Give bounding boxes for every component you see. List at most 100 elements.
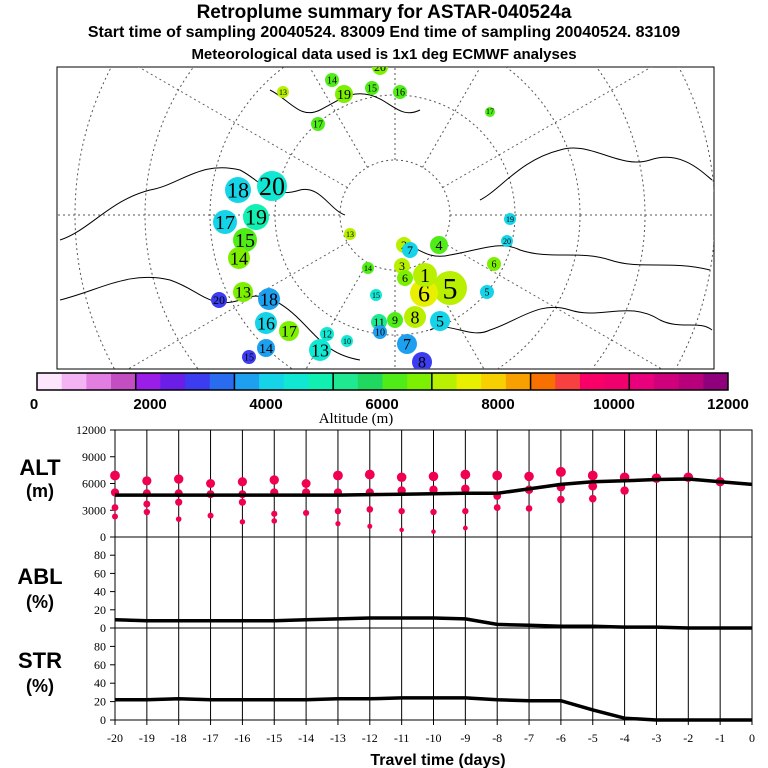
colorbar-tick-label: 2000 <box>133 396 166 413</box>
plume-marker-label: 17 <box>215 212 235 234</box>
plume-marker: 4 <box>430 236 448 254</box>
x-tick-label: -14 <box>298 731 314 745</box>
colorbar-swatch <box>283 373 309 390</box>
plume-marker: 17 <box>213 210 237 234</box>
x-tick-label: 0 <box>749 731 755 745</box>
sampling-times: Start time of sampling 20040524. 83009 E… <box>87 24 681 41</box>
colorbar-swatch <box>382 373 408 390</box>
scatter-point <box>587 470 598 481</box>
abl-series-line <box>114 616 752 630</box>
plume-marker-label: 7 <box>407 243 413 257</box>
y-tick-label: 20 <box>94 695 106 709</box>
colorbar-swatch <box>135 373 161 390</box>
plume-marker: 6 <box>487 257 501 271</box>
plume-marker-label: 20 <box>213 293 225 307</box>
panel-ylabel: ALT <box>19 455 61 480</box>
plume-marker-label: 6 <box>492 260 497 271</box>
plume-marker: 15 <box>365 81 379 95</box>
plume-marker: 13 <box>309 339 331 361</box>
scatter-point <box>555 466 566 477</box>
plume-marker: 10 <box>373 325 387 339</box>
scatter-point <box>398 507 405 515</box>
y-tick-label: 12000 <box>76 423 106 437</box>
y-tick-label: 0 <box>100 713 106 727</box>
coastline-north-america <box>59 167 346 241</box>
plume-marker-label: 19 <box>506 215 514 224</box>
colorbar-tick-label: 0 <box>30 396 38 413</box>
plume-marker: 20 <box>211 292 227 308</box>
y-tick-label: 40 <box>94 585 106 599</box>
panel-ylabel: ABL <box>17 564 62 589</box>
panel-ylabel: (%) <box>26 676 54 696</box>
plume-marker-label: 9 <box>392 313 398 327</box>
chart-title: Retroplume summary for ASTAR-040524a <box>196 2 572 23</box>
plume-marker: 6 <box>410 279 438 307</box>
plume-marker-label: 4 <box>436 239 443 254</box>
plume-marker: 5 <box>430 311 450 331</box>
scatter-point <box>143 508 151 516</box>
plume-marker-label: 6 <box>418 281 430 307</box>
colorbar-swatch <box>579 373 606 390</box>
plume-marker-label: 18 <box>260 289 278 309</box>
plume-marker: 19 <box>504 213 516 225</box>
y-tick-label: 20 <box>94 603 106 617</box>
x-tick-label: -5 <box>588 731 598 745</box>
colorbar-swatch <box>604 373 630 390</box>
map-graticule <box>57 67 714 369</box>
plume-marker-label: 6 <box>402 271 408 285</box>
scatter-point <box>524 471 534 482</box>
plume-marker-label: 10 <box>375 328 385 339</box>
plume-marker-label: 12 <box>322 330 332 341</box>
plume-marker: 9 <box>387 312 403 328</box>
colorbar-swatch <box>209 373 235 390</box>
scatter-point <box>143 500 151 508</box>
plume-marker: 14 <box>257 339 275 357</box>
colorbar-tick-label: 10000 <box>593 396 635 413</box>
scatter-point <box>460 469 471 480</box>
plume-marker-label: 15 <box>244 353 254 364</box>
x-tick-label: -6 <box>556 731 566 745</box>
plume-marker-label: 20 <box>503 237 511 246</box>
plume-marker: 20 <box>501 235 513 247</box>
scatter-point <box>367 523 373 529</box>
colorbar-swatch <box>37 373 63 390</box>
plume-marker: 10 <box>341 335 353 347</box>
panel-abl: 0 20 40 60 80 ABL (%) <box>17 536 753 635</box>
y-tick-label: 40 <box>94 676 106 690</box>
x-tick-label: -15 <box>266 731 282 745</box>
coastline-asia <box>429 306 713 334</box>
plume-marker: 1 <box>413 263 437 287</box>
plume-marker-label: 5 <box>443 273 458 306</box>
plume-marker: 15 <box>233 228 257 252</box>
plume-marker: 20 <box>257 171 287 201</box>
plume-marker-label: 19 <box>245 205 267 230</box>
colorbar-tick-label: 12000 <box>707 396 749 413</box>
y-tick-label: 60 <box>94 658 106 672</box>
plume-marker: 13 <box>344 228 356 240</box>
colorbar-swatch <box>308 373 334 390</box>
scatter-point <box>588 481 598 491</box>
colorbar-swatch <box>357 373 383 390</box>
colorbar-swatch <box>61 373 87 390</box>
colorbar-swatch <box>86 373 112 390</box>
plume-marker-label: 17 <box>313 120 323 131</box>
plume-marker-label: 1 <box>420 265 430 287</box>
x-tick-label: -12 <box>362 731 378 745</box>
plume-marker-label: 15 <box>235 230 255 252</box>
plume-marker: 18 <box>225 177 251 203</box>
plume-marker-label: 15 <box>367 84 377 95</box>
scatter-point <box>557 495 565 504</box>
colorbar-swatch <box>407 373 433 390</box>
x-tick-label: -17 <box>203 731 219 745</box>
scatter-point <box>428 471 439 482</box>
x-tick-label: -11 <box>394 731 410 745</box>
colorbar-swatch <box>259 373 285 390</box>
scatter-point <box>461 484 470 494</box>
colorbar-swatch <box>703 373 729 390</box>
panel-alt: 0 3000 6000 9000 12000 ALT(m) <box>19 423 753 544</box>
scatter-point <box>112 513 118 520</box>
colorbar-swatch <box>234 373 260 390</box>
scatter-point <box>364 469 375 480</box>
plume-marker: 5 <box>433 271 467 306</box>
scatter-point <box>175 498 183 506</box>
